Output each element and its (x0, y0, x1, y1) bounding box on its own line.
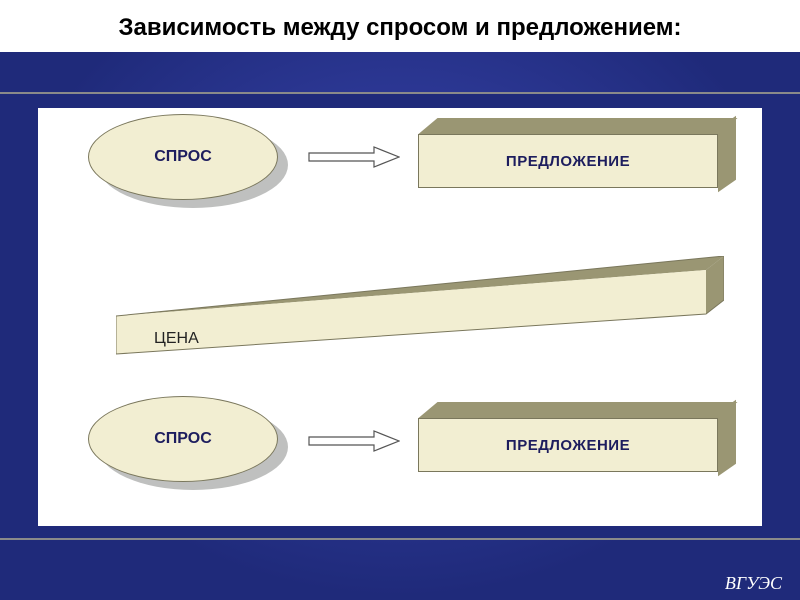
supply-label-top: ПРЕДЛОЖЕНИЕ (506, 153, 630, 170)
supply-label-bottom: ПРЕДЛОЖЕНИЕ (506, 437, 630, 454)
arrow-bottom (308, 430, 400, 452)
footer-logo: ВГУЭС (725, 573, 782, 594)
disc-face: СПРОС (88, 396, 278, 482)
box-front-face: ПРЕДЛОЖЕНИЕ (418, 418, 718, 472)
demand-label-top: СПРОС (154, 148, 212, 166)
price-label: ЦЕНА (154, 330, 199, 348)
box-top-face (418, 118, 737, 134)
box-top-face (418, 402, 737, 418)
supply-box-top: ПРЕДЛОЖЕНИЕ (418, 134, 718, 204)
demand-disc-top: СПРОС (88, 114, 288, 210)
slide: Зависимость между спросом и предложением… (0, 0, 800, 600)
diagram-canvas: СПРОС ПРЕДЛОЖЕНИЕ (38, 108, 762, 526)
title-area: Зависимость между спросом и предложением… (0, 0, 800, 52)
diagram-frame: СПРОС ПРЕДЛОЖЕНИЕ (0, 92, 800, 540)
box-side-face (718, 400, 736, 477)
arrow-top (308, 146, 400, 168)
slide-title: Зависимость между спросом и предложением… (60, 14, 740, 42)
box-side-face (718, 116, 736, 193)
demand-disc-bottom: СПРОС (88, 396, 288, 492)
demand-label-bottom: СПРОС (154, 430, 212, 448)
box-front-face: ПРЕДЛОЖЕНИЕ (418, 134, 718, 188)
disc-face: СПРОС (88, 114, 278, 200)
price-wedge (116, 256, 724, 366)
supply-box-bottom: ПРЕДЛОЖЕНИЕ (418, 418, 718, 488)
